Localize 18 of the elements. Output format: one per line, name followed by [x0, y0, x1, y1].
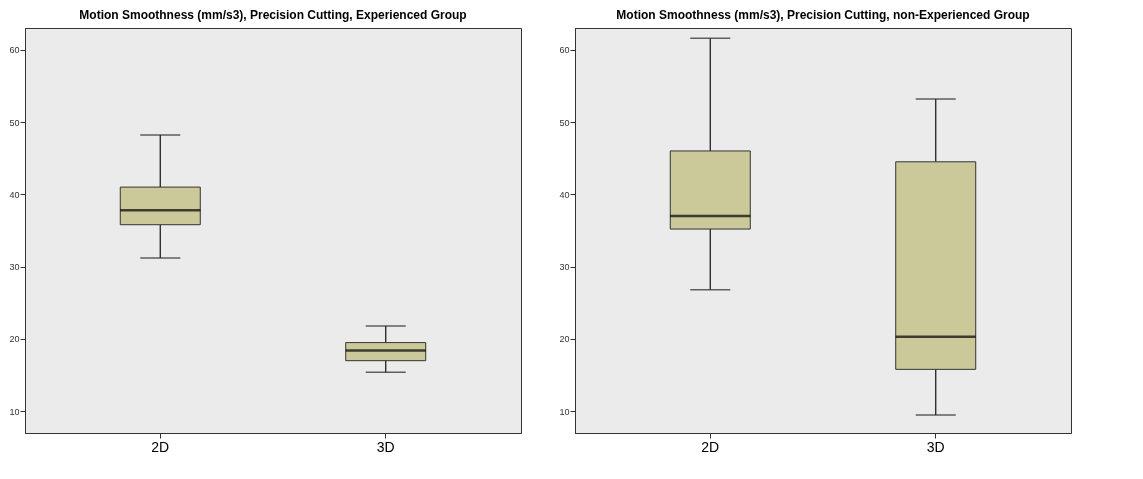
y-tick-label: 10 — [9, 406, 20, 417]
y-tick-label: 60 — [9, 45, 20, 56]
chart-title: Motion Smoothness (mm/s3), Precision Cutting, Experienced Group — [79, 8, 467, 22]
x-tick-label: 2D — [701, 438, 720, 455]
x-tick-label: 3D — [926, 438, 945, 455]
chart-title: Motion Smoothness (mm/s3), Precision Cutting, non-Experienced Group — [616, 8, 1030, 22]
y-tick-label: 60 — [559, 45, 570, 56]
y-tick-label: 20 — [559, 334, 570, 345]
y-tick-label: 30 — [9, 262, 20, 273]
y-tick-label: 20 — [9, 334, 20, 345]
x-tick-label: 3D — [376, 438, 395, 455]
y-tick-label: 50 — [9, 117, 20, 128]
y-tick-label: 10 — [559, 406, 570, 417]
y-tick-label: 40 — [9, 189, 20, 200]
y-tick-label: 50 — [559, 117, 570, 128]
y-tick-label: 40 — [559, 189, 570, 200]
x-tick-label: 2D — [151, 438, 170, 455]
y-tick-label: 30 — [559, 262, 570, 273]
